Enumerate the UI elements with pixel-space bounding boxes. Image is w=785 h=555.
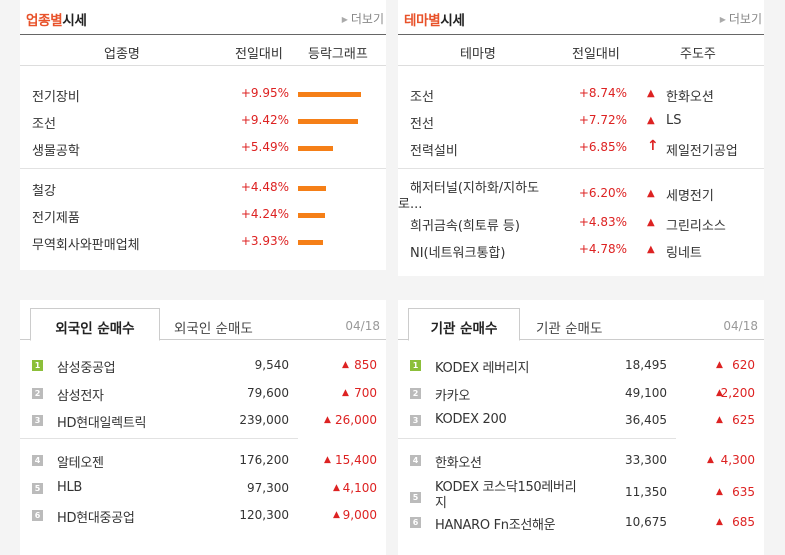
change-bar bbox=[298, 119, 358, 124]
foreign-row[interactable]: 3 HD현대일렉트릭 239,000 ▲ 26,000 bbox=[20, 407, 386, 434]
institution-panel: 기관 순매수 기관 순매도 04/18 1 KODEX 레버리지 18,495 … bbox=[398, 300, 764, 555]
theme-panel: 테마별시세 ▶ 더보기 테마명 전일대비 주도주 조선 +8.74% ▲ 한화오션… bbox=[398, 0, 764, 276]
header-industry-name: 업종명 bbox=[104, 47, 140, 62]
theme-table-header: 테마명 전일대비 주도주 bbox=[398, 34, 764, 66]
triangle-up-icon: ▲ bbox=[716, 360, 723, 370]
triangle-up-icon: ▲ bbox=[716, 517, 723, 527]
rank-badge: 6 bbox=[410, 517, 421, 528]
tab-institution-sell[interactable]: 기관 순매도 bbox=[536, 321, 603, 337]
industry-row[interactable]: 생물공학 +5.49% bbox=[20, 135, 386, 162]
triangle-up-icon: ▲ bbox=[333, 510, 340, 520]
foreign-row[interactable]: 1 삼성중공업 9,540 ▲ 850 bbox=[20, 352, 386, 379]
chevron-right-icon: ▶ bbox=[719, 15, 726, 24]
theme-row[interactable]: 전선 +7.72% ▲ LS bbox=[410, 113, 682, 132]
divider bbox=[398, 438, 676, 439]
institution-row[interactable]: 5 KODEX 코스닥150레버리 지 11,350 ▲ 635 bbox=[398, 475, 764, 511]
theme-row[interactable]: NI(네트워크통합) +4.78% ▲ 링네트 bbox=[410, 242, 702, 261]
theme-row[interactable]: 해저터널(지하화/지하도 로... +6.20% ▲ 세명전기 bbox=[398, 181, 714, 212]
institution-row[interactable]: 1 KODEX 레버리지 18,495 ▲ 620 bbox=[398, 352, 764, 379]
industry-panel: 업종별시세 ▶ 더보기 업종명 전일대비 등락그래프 전기장비 +9.95% 조선… bbox=[20, 0, 386, 270]
foreign-row[interactable]: 4 알테오젠 176,200 ▲ 15,400 bbox=[20, 447, 386, 474]
theme-row[interactable]: 조선 +8.74% ▲ 한화오션 bbox=[410, 86, 714, 105]
industry-row[interactable]: 전기제품 +4.24% bbox=[20, 202, 386, 229]
triangle-up-icon: ▲ bbox=[707, 455, 714, 465]
chevron-right-icon: ▶ bbox=[341, 15, 348, 24]
rank-badge: 5 bbox=[32, 483, 43, 494]
header-theme-name: 테마명 bbox=[460, 47, 496, 62]
foreign-row[interactable]: 5 HLB 97,300 ▲ 4,100 bbox=[20, 475, 386, 502]
industry-table-header: 업종명 전일대비 등락그래프 bbox=[20, 34, 386, 66]
rank-badge: 1 bbox=[410, 360, 421, 371]
foreign-row[interactable]: 6 HD현대중공업 120,300 ▲ 9,000 bbox=[20, 502, 386, 529]
triangle-up-icon: ▲ bbox=[647, 88, 655, 99]
foreign-panel: 외국인 순매수 외국인 순매도 04/18 1 삼성중공업 9,540 ▲ 85… bbox=[20, 300, 386, 555]
institution-row[interactable]: 6 HANARO Fn조선해운 10,675 ▲ 685 bbox=[398, 509, 764, 536]
triangle-up-icon: ▲ bbox=[333, 483, 340, 493]
industry-title: 업종별시세 bbox=[26, 13, 87, 29]
triangle-up-icon: ▲ bbox=[342, 388, 349, 398]
tab-foreign-sell[interactable]: 외국인 순매도 bbox=[174, 321, 253, 337]
institution-row[interactable]: 2 카카오 49,100 ▲ 2,200 bbox=[398, 380, 764, 407]
divider bbox=[20, 168, 386, 169]
industry-row[interactable]: 철강 +4.48% bbox=[20, 175, 386, 202]
rank-badge: 3 bbox=[32, 415, 43, 426]
header-change: 전일대비 bbox=[572, 47, 620, 62]
change-bar bbox=[298, 240, 323, 245]
change-bar bbox=[298, 186, 326, 191]
change-bar bbox=[298, 213, 325, 218]
theme-title: 테마별시세 bbox=[404, 13, 465, 29]
foreign-tabs: 외국인 순매수 외국인 순매도 04/18 bbox=[20, 308, 386, 341]
institution-date: 04/18 bbox=[723, 319, 758, 333]
change-bar bbox=[298, 92, 361, 97]
rank-badge: 5 bbox=[410, 492, 421, 503]
industry-row[interactable]: 조선 +9.42% bbox=[20, 108, 386, 135]
theme-row[interactable]: 전력설비 +6.85% ↑ 제일전기공업 bbox=[410, 138, 738, 159]
foreign-date: 04/18 bbox=[345, 319, 380, 333]
institution-row[interactable]: 4 한화오션 33,300 ▲ 4,300 bbox=[398, 447, 764, 474]
rank-badge: 2 bbox=[410, 388, 421, 399]
theme-row[interactable]: 희귀금속(희토류 등) +4.83% ▲ 그린리소스 bbox=[410, 215, 726, 234]
rank-badge: 4 bbox=[410, 455, 421, 466]
triangle-up-icon: ▲ bbox=[647, 217, 655, 228]
tab-institution-buy[interactable]: 기관 순매수 bbox=[408, 308, 520, 341]
triangle-up-icon: ▲ bbox=[342, 360, 349, 370]
triangle-up-icon: ▲ bbox=[647, 188, 655, 199]
industry-row[interactable]: 무역회사와판매업체 +3.93% bbox=[20, 229, 386, 256]
header-change: 전일대비 bbox=[235, 47, 283, 62]
arrow-up-icon: ↑ bbox=[647, 138, 659, 154]
rank-badge: 3 bbox=[410, 415, 421, 426]
triangle-up-icon: ▲ bbox=[716, 388, 723, 398]
rank-badge: 1 bbox=[32, 360, 43, 371]
institution-row[interactable]: 3 KODEX 200 36,405 ▲ 625 bbox=[398, 407, 764, 434]
foreign-row[interactable]: 2 삼성전자 79,600 ▲ 700 bbox=[20, 380, 386, 407]
triangle-up-icon: ▲ bbox=[716, 487, 723, 497]
divider bbox=[398, 168, 764, 169]
rank-badge: 4 bbox=[32, 455, 43, 466]
triangle-up-icon: ▲ bbox=[324, 415, 331, 425]
header-leader: 주도주 bbox=[680, 47, 716, 62]
triangle-up-icon: ▲ bbox=[647, 244, 655, 255]
divider bbox=[20, 438, 298, 439]
change-bar bbox=[298, 146, 333, 151]
theme-more-link[interactable]: ▶ 더보기 bbox=[719, 12, 762, 26]
industry-row[interactable]: 전기장비 +9.95% bbox=[20, 81, 386, 108]
header-graph: 등락그래프 bbox=[308, 47, 368, 62]
triangle-up-icon: ▲ bbox=[324, 455, 331, 465]
triangle-up-icon: ▲ bbox=[716, 415, 723, 425]
institution-tabs: 기관 순매수 기관 순매도 04/18 bbox=[398, 308, 764, 341]
rank-badge: 2 bbox=[32, 388, 43, 399]
industry-more-link[interactable]: ▶ 더보기 bbox=[341, 12, 384, 26]
triangle-up-icon: ▲ bbox=[647, 115, 655, 126]
rank-badge: 6 bbox=[32, 510, 43, 521]
tab-foreign-buy[interactable]: 외국인 순매수 bbox=[30, 308, 160, 341]
